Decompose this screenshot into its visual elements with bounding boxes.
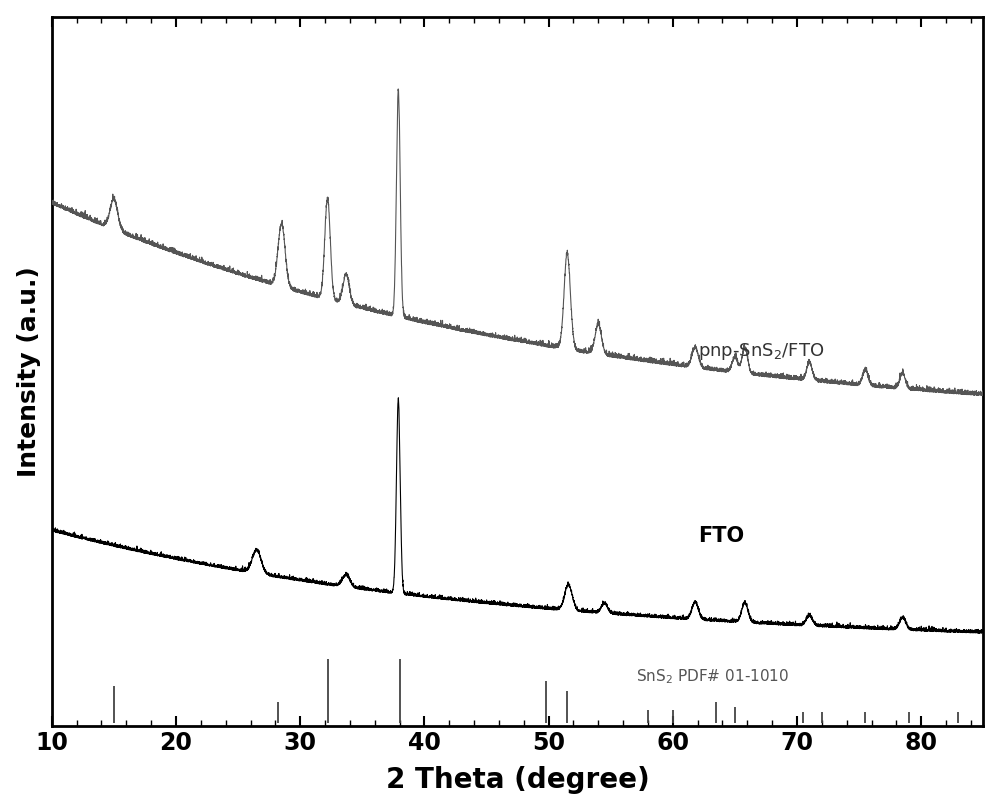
Text: FTO: FTO — [698, 526, 744, 546]
Text: pnp-SnS$_2$/FTO: pnp-SnS$_2$/FTO — [698, 341, 824, 363]
Text: SnS$_2$ PDF# 01-1010: SnS$_2$ PDF# 01-1010 — [636, 667, 789, 686]
Y-axis label: Intensity (a.u.): Intensity (a.u.) — [17, 266, 41, 477]
X-axis label: 2 Theta (degree): 2 Theta (degree) — [386, 766, 649, 794]
